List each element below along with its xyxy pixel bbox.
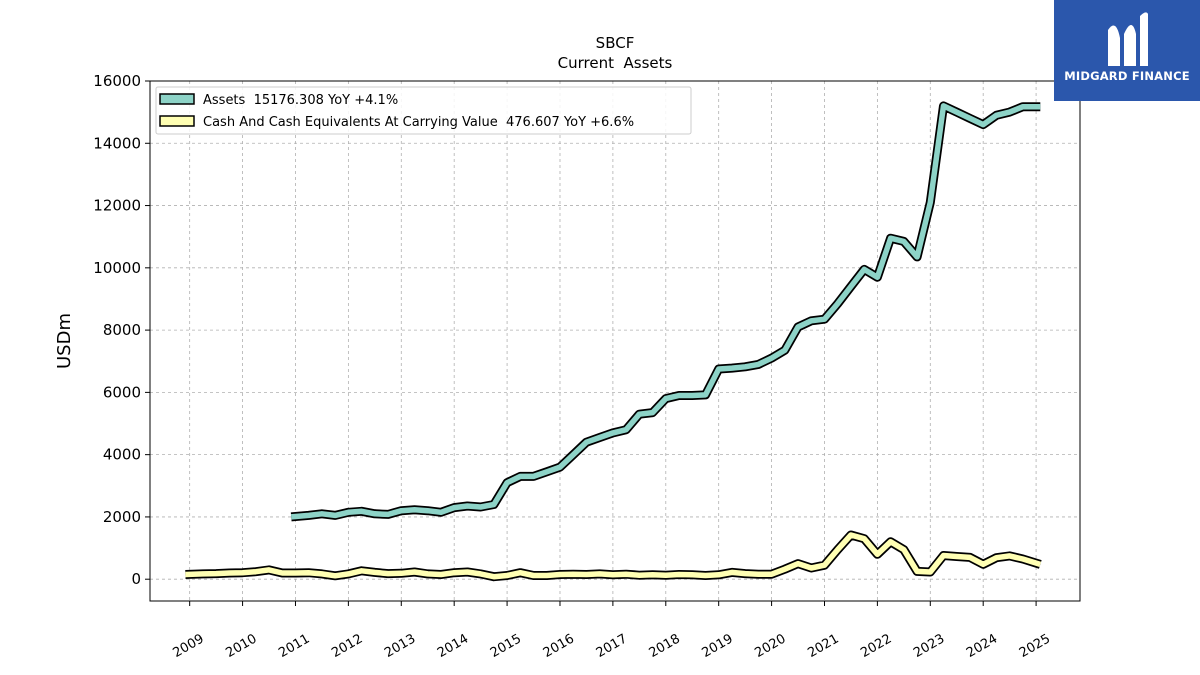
x-axis: 2009 2010 2011 2012 2013 2014 2015 2016 2017 2018… bbox=[171, 601, 1053, 661]
legend-swatch-assets bbox=[159, 93, 195, 105]
y-tick-label: 2000 bbox=[103, 508, 141, 526]
chart-subtitle: Current Assets bbox=[558, 54, 673, 72]
x-tick-label: 2009 bbox=[171, 631, 207, 661]
x-tick-label: 2015 bbox=[488, 631, 524, 661]
logo-mark-icon bbox=[1108, 12, 1148, 66]
legend: Assets 15176.308 YoY +4.1% Cash And Cash… bbox=[155, 86, 692, 135]
legend-box bbox=[155, 86, 692, 135]
y-tick-label: 4000 bbox=[103, 446, 141, 464]
x-tick-label: 2024 bbox=[964, 631, 1000, 661]
y-tick-label: 16000 bbox=[93, 72, 141, 90]
x-tick-label: 2021 bbox=[805, 631, 841, 661]
x-tick-label: 2012 bbox=[329, 631, 365, 661]
legend-label-assets: Assets 15176.308 YoY +4.1% bbox=[203, 93, 398, 108]
x-tick-label: 2022 bbox=[858, 631, 894, 661]
x-tick-label: 2019 bbox=[700, 631, 736, 661]
x-tick-label: 2010 bbox=[223, 631, 259, 661]
x-tick-label: 2013 bbox=[382, 631, 418, 661]
y-tick-label: 0 bbox=[131, 570, 141, 588]
logo-text: MIDGARD FINANCE bbox=[1064, 69, 1190, 83]
x-tick-label: 2016 bbox=[541, 631, 577, 661]
series-layer bbox=[185, 101, 1042, 582]
x-tick-label: 2014 bbox=[435, 631, 471, 661]
y-tick-label: 12000 bbox=[93, 197, 141, 215]
brand-logo: MIDGARD FINANCE bbox=[1054, 0, 1200, 101]
plot-frame bbox=[149, 80, 1081, 602]
chart-title: SBCF bbox=[596, 34, 635, 52]
x-tick-label: 2011 bbox=[276, 631, 312, 661]
x-tick-label: 2018 bbox=[647, 631, 683, 661]
legend-swatch-cash bbox=[159, 115, 195, 127]
x-tick-label: 2023 bbox=[911, 631, 947, 661]
y-tick-label: 6000 bbox=[103, 383, 141, 401]
y-axis-label: USDm bbox=[54, 313, 75, 369]
y-axis: 0 2000 4000 6000 8000 10000 12000 14000 16000 bbox=[93, 72, 150, 588]
x-tick-label: 2020 bbox=[752, 631, 788, 661]
y-tick-label: 10000 bbox=[93, 259, 141, 277]
legend-label-cash: Cash And Cash Equivalents At Carrying Va… bbox=[203, 115, 634, 130]
y-tick-label: 8000 bbox=[103, 321, 141, 339]
x-tick-label: 2017 bbox=[594, 631, 630, 661]
y-tick-label: 14000 bbox=[93, 134, 141, 152]
x-tick-label: 2025 bbox=[1017, 631, 1053, 661]
